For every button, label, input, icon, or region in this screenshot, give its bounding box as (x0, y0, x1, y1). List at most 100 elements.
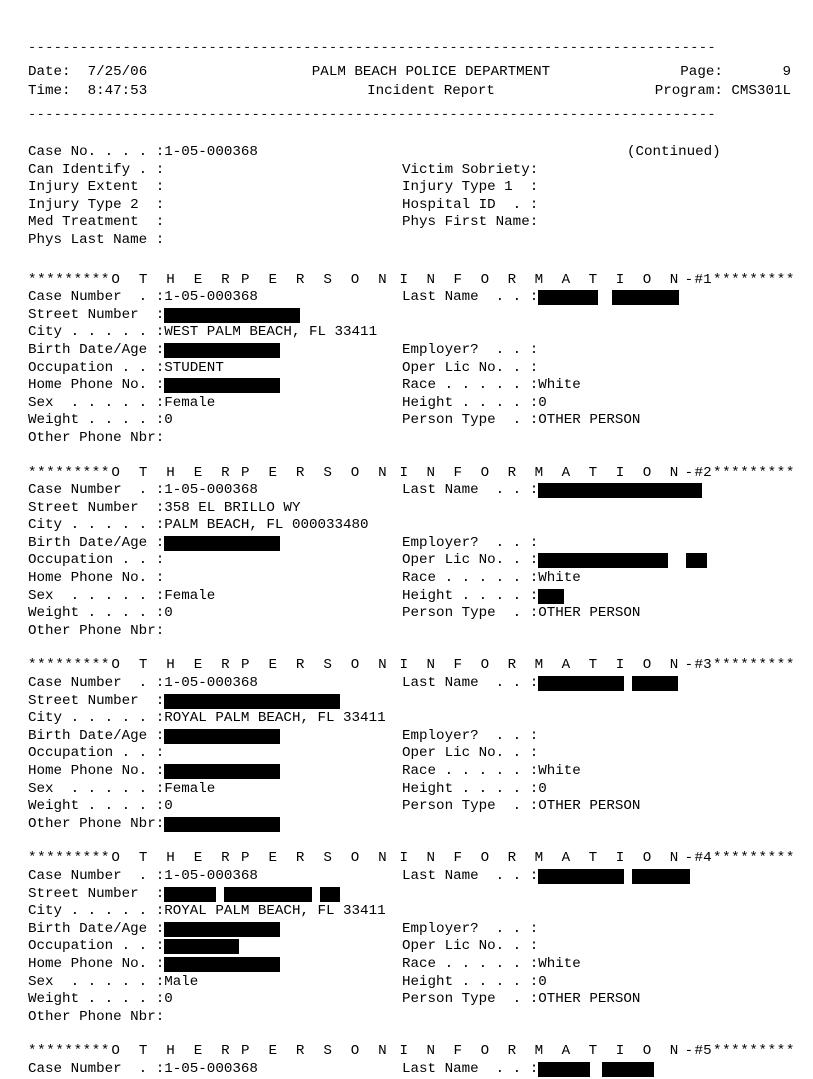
phys-first-name-label: Phys First Name: (402, 214, 539, 231)
phys-last-name-label: Phys Last Name : (28, 231, 165, 248)
birth-date-age-label: Birth Date/Age : (28, 341, 165, 358)
last-name-redaction (538, 290, 599, 306)
person-field-row: Other Phone Nbr: (28, 1009, 795, 1027)
weight-value: 0 (164, 605, 173, 622)
title-stars-right: ********* (712, 1043, 795, 1060)
person-field-row: Sex . . . . . : Female Height . . . . : … (28, 781, 795, 799)
other-person-block: ********* O T H E R P E R S O N I N F O … (28, 465, 795, 641)
person-field-row: Birth Date/Age : Employer? . . : (28, 342, 795, 360)
time-value: 8:47:53 (87, 83, 148, 99)
victim-sobriety-label: Victim Sobriety: (402, 161, 539, 178)
street-number-label: Street Number : (28, 885, 165, 902)
program-value: CMS301L (731, 83, 791, 99)
person-field-row: Sex . . . . . : Male Height . . . . : 0 (28, 974, 795, 992)
person-type-value: OTHER PERSON (538, 798, 641, 815)
title-information: I N F O R M A T I O N (399, 850, 684, 867)
race-value: White (538, 377, 581, 394)
case-summary-row: Phys Last Name : (28, 232, 795, 250)
last-name-redaction (538, 868, 625, 884)
oper-lic-no-label: Oper Lic No. . : (402, 938, 539, 955)
title-person: P E R S O N (241, 657, 392, 674)
report-header-line-1: Date: 7/25/06 PALM BEACH POLICE DEPARTME… (28, 63, 795, 82)
other-phone-label: Other Phone Nbr: (28, 429, 165, 446)
race-label: Race . . . . . : (402, 955, 539, 972)
birth-date-age-label: Birth Date/Age : (28, 727, 165, 744)
case-number-label: Case Number . : (28, 482, 165, 499)
title-other: O T H E R (111, 1043, 235, 1060)
case-number-value: 1-05-000368 (164, 867, 258, 884)
case-summary-row: Injury Extent : Injury Type 1 : (28, 179, 795, 197)
weight-label: Weight . . . . : (28, 991, 165, 1008)
person-field-row: Home Phone No. : Race . . . . . : White (28, 570, 795, 588)
title-other: O T H E R (111, 657, 235, 674)
title-person: P E R S O N (241, 271, 392, 288)
title-person: P E R S O N (241, 1043, 392, 1060)
birth-date-age-redaction (164, 342, 281, 358)
person-field-row: Case Number . : 1-05-000368 Last Name . … (28, 289, 795, 307)
title-dash: - (684, 657, 694, 674)
case-summary-row: Case No. . . . : 1-05-000368 (Continued) (28, 144, 795, 162)
page-number: 9 (782, 64, 791, 80)
last-name-label: Last Name . . : (402, 675, 539, 692)
continued-note: (Continued) (627, 144, 721, 160)
sex-value: Female (164, 780, 216, 797)
street-number-redaction (164, 307, 301, 323)
report-header-line-2: Time: 8:47:53 Incident Report Program: C… (28, 82, 795, 101)
height-label: Height . . . . : (402, 973, 539, 990)
agency-name: PALM BEACH POLICE DEPARTMENT (311, 64, 551, 80)
person-type-value: OTHER PERSON (538, 412, 641, 429)
employer-label: Employer? . . : (402, 534, 539, 551)
person-field-row: Occupation . . : Oper Lic No. . : (28, 938, 795, 956)
other-person-block-title: ********* O T H E R P E R S O N I N F O … (28, 657, 795, 675)
race-label: Race . . . . . : (402, 377, 539, 394)
date-value: 7/25/06 (87, 64, 148, 80)
height-redaction (538, 588, 565, 604)
oper-lic-no-label: Oper Lic No. . : (402, 359, 539, 376)
person-field-row: Case Number . : 1-05-000368 Last Name . … (28, 868, 795, 886)
title-hash: # (694, 850, 704, 867)
case-summary-row: Med Treatment : Phys First Name: (28, 214, 795, 232)
birth-date-age-redaction (164, 728, 281, 744)
oper-lic-no-label: Oper Lic No. . : (402, 745, 539, 762)
height-label: Height . . . . : (402, 394, 539, 411)
title-person: P E R S O N (241, 850, 392, 867)
street-number-redaction (320, 886, 341, 902)
person-field-row: Street Number : (28, 886, 795, 904)
home-phone-label: Home Phone No. : (28, 955, 165, 972)
height-label: Height . . . . : (402, 587, 539, 604)
occupation-label: Occupation . . : (28, 938, 165, 955)
last-name-redaction (538, 1061, 591, 1077)
person-field-row: Street Number : (28, 307, 795, 325)
other-phone-label: Other Phone Nbr: (28, 1008, 165, 1025)
person-type-value: OTHER PERSON (538, 991, 641, 1008)
sex-value: Female (164, 587, 216, 604)
employer-label: Employer? . . : (402, 341, 539, 358)
occupation-label: Occupation . . : (28, 552, 165, 569)
title-person: P E R S O N (241, 464, 392, 481)
med-treatment-label: Med Treatment : (28, 214, 165, 231)
person-field-row: City . . . . . : PALM BEACH, FL 00003348… (28, 517, 795, 535)
person-field-row: Weight . . . . : 0 Person Type . : OTHER… (28, 412, 795, 430)
title-information: I N F O R M A T I O N (399, 1043, 684, 1060)
oper-lic-no-redaction (538, 553, 669, 569)
title-stars-right: ********* (712, 464, 795, 481)
block-index: 2 (703, 464, 712, 481)
weight-label: Weight . . . . : (28, 412, 165, 429)
race-value: White (538, 955, 581, 972)
sex-value: Female (164, 394, 216, 411)
person-field-row: Street Number : (28, 693, 795, 711)
other-person-block: ********* O T H E R P E R S O N I N F O … (28, 272, 795, 448)
title-stars-right: ********* (712, 850, 795, 867)
oper-lic-no-label: Oper Lic No. . : (402, 552, 539, 569)
case-number-label: Case Number . : (28, 289, 165, 306)
city-value: WEST PALM BEACH, FL 33411 (164, 324, 378, 341)
hospital-id-label: Hospital ID . : (402, 196, 539, 213)
birth-date-age-label: Birth Date/Age : (28, 920, 165, 937)
block-index: 1 (703, 271, 712, 288)
title-stars-left: ********* (28, 464, 111, 481)
person-field-row: Other Phone Nbr: (28, 623, 795, 641)
city-label: City . . . . . : (28, 903, 165, 920)
sex-label: Sex . . . . . : (28, 587, 165, 604)
person-field-row: Home Phone No. : Race . . . . . : White (28, 763, 795, 781)
injury-type-2-label: Injury Type 2 : (28, 196, 165, 213)
